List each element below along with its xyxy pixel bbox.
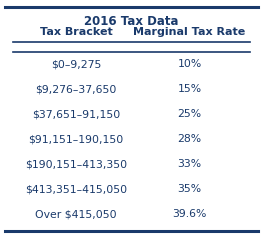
Text: 15%: 15% [178,84,202,94]
Text: $91,151–190,150: $91,151–190,150 [28,134,124,144]
Text: 2016 Tax Data: 2016 Tax Data [84,15,179,28]
Text: Marginal Tax Rate: Marginal Tax Rate [133,27,246,37]
Text: 39.6%: 39.6% [172,209,207,219]
Text: $190,151–413,350: $190,151–413,350 [25,159,127,169]
Text: $9,276–37,650: $9,276–37,650 [35,84,117,94]
Text: $0–9,275: $0–9,275 [51,59,101,69]
Text: Tax Bracket: Tax Bracket [39,27,112,37]
Text: 33%: 33% [178,159,202,169]
Text: 25%: 25% [178,109,202,119]
Text: $37,651–91,150: $37,651–91,150 [32,109,120,119]
Text: 35%: 35% [178,184,202,194]
Text: 28%: 28% [178,134,202,144]
Text: $413,351–415,050: $413,351–415,050 [25,184,127,194]
Text: Over $415,050: Over $415,050 [35,209,117,219]
Text: 10%: 10% [178,59,202,69]
